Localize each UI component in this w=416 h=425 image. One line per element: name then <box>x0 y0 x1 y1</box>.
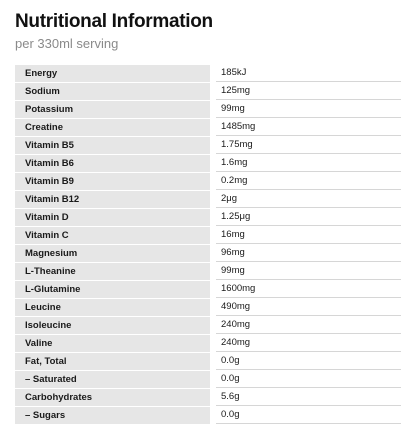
nutrient-name: Vitamin B5 <box>15 137 210 154</box>
nutrient-row: Isoleucine 240mg <box>15 317 401 335</box>
nutrient-value: 96mg <box>216 245 401 262</box>
nutrient-row: Magnesium 96mg <box>15 245 401 263</box>
nutrient-name: L-Glutamine <box>15 281 210 298</box>
nutrient-value: 1.75mg <box>216 137 401 154</box>
nutrient-name: Leucine <box>15 299 210 316</box>
nutrient-name: Valine <box>15 335 210 352</box>
nutrient-row: Potassium 99mg <box>15 101 401 119</box>
nutrient-value: 185kJ <box>216 65 401 82</box>
nutrient-name: Vitamin D <box>15 209 210 226</box>
nutrient-row: Sodium 125mg <box>15 83 401 101</box>
nutrient-value: 1.6mg <box>216 155 401 172</box>
nutrient-value: 240mg <box>216 335 401 352</box>
nutrient-name: Vitamin B9 <box>15 173 210 190</box>
serving-size-subtitle: per 330ml serving <box>15 36 119 51</box>
nutrient-value: 0.0g <box>216 371 401 388</box>
nutrient-value: 1485mg <box>216 119 401 136</box>
nutrient-name: Vitamin B12 <box>15 191 210 208</box>
nutrient-name: – Saturated <box>15 371 210 388</box>
nutrient-name: Fat, Total <box>15 353 210 370</box>
nutrient-name: Energy <box>15 65 210 82</box>
nutrient-row: Energy 185kJ <box>15 65 401 83</box>
nutrient-value: 16mg <box>216 227 401 244</box>
nutrient-name: Creatine <box>15 119 210 136</box>
nutrient-value: 1600mg <box>216 281 401 298</box>
nutrient-name: Vitamin B6 <box>15 155 210 172</box>
nutrient-value: 0.2mg <box>216 173 401 190</box>
nutrient-row: Valine 240mg <box>15 335 401 353</box>
nutrient-row: Vitamin B9 0.2mg <box>15 173 401 191</box>
nutrient-name: Isoleucine <box>15 317 210 334</box>
nutrient-value: 5.6g <box>216 389 401 406</box>
nutrient-row: – Saturated 0.0g <box>15 371 401 389</box>
nutrient-row: L-Glutamine 1600mg <box>15 281 401 299</box>
nutrient-row: Carbohydrates 5.6g <box>15 389 401 407</box>
nutrition-table: Energy 185kJ Sodium 125mg Potassium 99mg Creat… <box>15 65 401 425</box>
nutrient-name: L-Theanine <box>15 263 210 280</box>
nutrient-row: Vitamin D 1.25μg <box>15 209 401 227</box>
nutrient-name: Vitamin C <box>15 227 210 244</box>
nutrient-value: 99mg <box>216 101 401 118</box>
nutrient-row: – Sugars 0.0g <box>15 407 401 425</box>
nutrient-value: 2μg <box>216 191 401 208</box>
nutrient-row: Vitamin B12 2μg <box>15 191 401 209</box>
nutrient-name: Sodium <box>15 83 210 100</box>
nutrient-row: Vitamin B5 1.75mg <box>15 137 401 155</box>
nutrient-row: Vitamin C 16mg <box>15 227 401 245</box>
nutrient-value: 490mg <box>216 299 401 316</box>
page-title: Nutritional Information <box>15 11 213 32</box>
nutrient-value: 99mg <box>216 263 401 280</box>
nutrient-row: L-Theanine 99mg <box>15 263 401 281</box>
nutrient-name: Carbohydrates <box>15 389 210 406</box>
nutrient-name: Potassium <box>15 101 210 118</box>
nutrient-value: 0.0g <box>216 353 401 370</box>
nutrient-row: Fat, Total 0.0g <box>15 353 401 371</box>
nutrient-row: Creatine 1485mg <box>15 119 401 137</box>
nutrient-row: Vitamin B6 1.6mg <box>15 155 401 173</box>
nutrient-value: 125mg <box>216 83 401 100</box>
nutrient-value: 240mg <box>216 317 401 334</box>
nutrient-name: Magnesium <box>15 245 210 262</box>
nutrient-value: 1.25μg <box>216 209 401 226</box>
nutrient-row: Leucine 490mg <box>15 299 401 317</box>
